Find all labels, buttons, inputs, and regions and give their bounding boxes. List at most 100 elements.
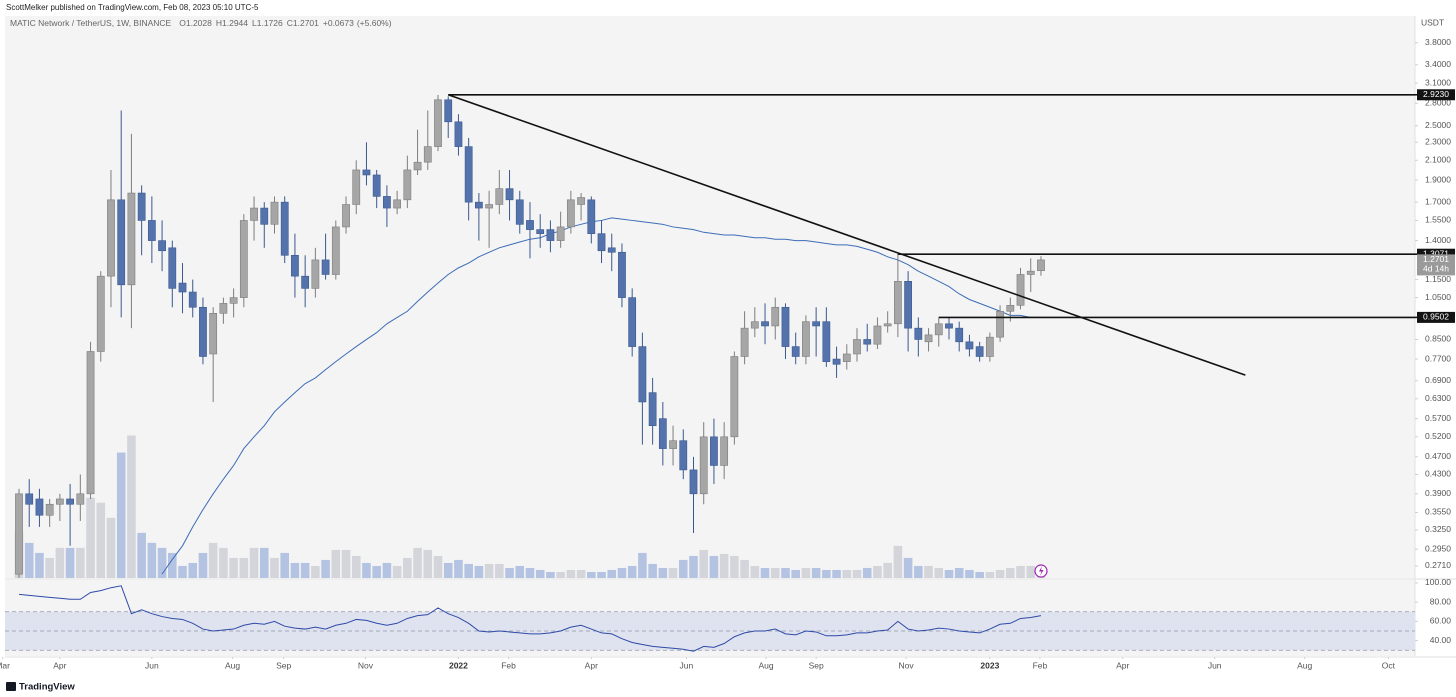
candle-body bbox=[556, 226, 565, 241]
candle-body bbox=[802, 321, 810, 357]
candle-body bbox=[475, 201, 483, 209]
y-tick-label: 1.0500 bbox=[1425, 292, 1451, 302]
candle-body bbox=[975, 346, 984, 357]
candle-body bbox=[914, 327, 923, 340]
y-tick-label: 0.3250 bbox=[1425, 524, 1451, 534]
candle-body bbox=[607, 247, 616, 253]
candle-body bbox=[689, 469, 698, 495]
volume-bar bbox=[811, 567, 821, 578]
candle-body bbox=[904, 281, 912, 329]
candle-body bbox=[628, 297, 637, 347]
candle-body bbox=[515, 199, 524, 225]
candle-body bbox=[883, 323, 892, 327]
candle-body bbox=[188, 291, 197, 308]
volume-bar bbox=[45, 557, 54, 578]
y-tick-label: 0.8500 bbox=[1425, 334, 1451, 344]
candle-body bbox=[321, 259, 330, 275]
volume-bar bbox=[556, 571, 565, 578]
volume-bar bbox=[832, 569, 841, 578]
candle-body bbox=[372, 174, 381, 197]
volume-bar bbox=[392, 565, 402, 578]
x-tick-label: Mar bbox=[0, 660, 10, 670]
plot-area bbox=[14, 93, 1415, 578]
candle-body bbox=[1037, 259, 1045, 271]
moving-average bbox=[161, 217, 1041, 575]
candle-body bbox=[260, 207, 269, 225]
candle-body bbox=[229, 297, 238, 304]
candle-body bbox=[423, 146, 432, 163]
candle-body bbox=[342, 204, 350, 228]
x-tick-label: Oct bbox=[1382, 660, 1396, 670]
candle-body bbox=[66, 498, 74, 505]
y-tick-label: 0.6900 bbox=[1425, 375, 1451, 385]
candle-body bbox=[566, 199, 575, 228]
x-tick-label: Sep bbox=[276, 660, 291, 670]
price-tag bbox=[1417, 311, 1455, 323]
volume-bar bbox=[464, 563, 473, 578]
volume-bar bbox=[862, 567, 872, 578]
candle-body bbox=[393, 199, 402, 209]
candle-body bbox=[740, 327, 749, 357]
volume-bar bbox=[443, 562, 453, 578]
volume-bar bbox=[1026, 565, 1036, 578]
candle-body bbox=[934, 323, 943, 336]
legend: MATIC Network / TetherUS, 1W, BINANCE O1.… bbox=[10, 18, 392, 28]
volume-bar bbox=[689, 555, 698, 578]
candle-body bbox=[311, 259, 320, 289]
y-tick-label: 0.3900 bbox=[1425, 488, 1451, 498]
volume-bar bbox=[668, 567, 678, 578]
y-tick-label: 3.1000 bbox=[1425, 77, 1451, 87]
x-tick-label: Nov bbox=[358, 660, 374, 670]
x-tick-label: Aug bbox=[758, 660, 773, 670]
trendline bbox=[447, 94, 1246, 376]
countdown-label: 4d 14h bbox=[1423, 264, 1449, 274]
price-pane bbox=[5, 16, 1415, 578]
volume-bar bbox=[86, 497, 95, 578]
candle-body bbox=[996, 310, 1004, 338]
candle-body bbox=[699, 436, 708, 495]
volume-bar bbox=[975, 571, 984, 578]
volume-bar bbox=[403, 557, 412, 578]
candle-body bbox=[86, 351, 95, 495]
volume-bar bbox=[372, 565, 381, 578]
volume-bar bbox=[852, 569, 862, 578]
rsi-tick-label: 60.00 bbox=[1430, 616, 1452, 626]
volume-bar bbox=[270, 557, 279, 578]
x-tick-label: Feb bbox=[1033, 660, 1048, 670]
brand-logo bbox=[6, 682, 16, 691]
price-tag-label: 2.9230 bbox=[1423, 89, 1449, 99]
x-tick-label: Aug bbox=[1297, 660, 1312, 670]
volume-bar bbox=[219, 547, 228, 578]
y-tick-label: 0.5700 bbox=[1425, 413, 1451, 423]
candle-body bbox=[761, 321, 769, 327]
y-tick-label: 1.7000 bbox=[1425, 196, 1451, 206]
volume-bar bbox=[433, 555, 443, 578]
candle-body bbox=[127, 192, 136, 286]
candle-body bbox=[863, 339, 872, 345]
y-tick-label: 0.6300 bbox=[1425, 393, 1451, 403]
candle-body bbox=[812, 321, 821, 327]
candle-body bbox=[669, 440, 677, 449]
volume-bar bbox=[607, 569, 617, 578]
volume-bar bbox=[587, 571, 596, 578]
price-tag bbox=[1417, 89, 1455, 101]
y-tick-label: 0.2950 bbox=[1425, 543, 1451, 553]
volume-bar bbox=[1016, 565, 1025, 578]
candle-body bbox=[270, 201, 279, 225]
price-tag-label: 1.3071 bbox=[1423, 248, 1449, 258]
y-tick-label: 0.3550 bbox=[1425, 507, 1451, 517]
volume-bar bbox=[35, 552, 44, 578]
volume-bar bbox=[730, 555, 739, 578]
volume-bar bbox=[750, 565, 760, 578]
candle-body bbox=[842, 353, 851, 362]
candle-body bbox=[137, 192, 146, 221]
price-tag bbox=[1417, 248, 1455, 260]
volume-bar bbox=[331, 549, 341, 578]
volume-bar bbox=[168, 552, 177, 578]
candle-body bbox=[383, 196, 391, 209]
volume-bar bbox=[454, 559, 463, 578]
candle-body bbox=[822, 321, 831, 362]
x-tick-label: Apr bbox=[585, 660, 598, 670]
volume-bar bbox=[413, 547, 422, 578]
volume-bar bbox=[423, 549, 433, 578]
